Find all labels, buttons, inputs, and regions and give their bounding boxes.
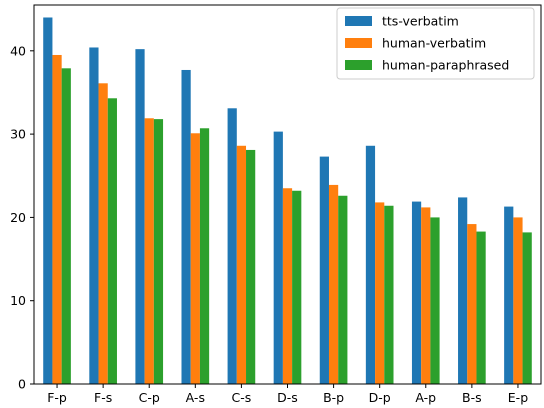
x-tick-label: E-p [508, 390, 528, 405]
bar-human-verbatim-A-s [191, 133, 200, 384]
legend: tts-verbatim human-verbatim human-paraphra… [337, 8, 534, 79]
y-tick-label: 30 [10, 127, 26, 142]
bar-tts-verbatim-C-s [228, 108, 237, 384]
bar-tts-verbatim-F-p [43, 17, 52, 384]
x-tick-label: B-s [462, 390, 482, 405]
bar-human-paraphrased-D-s [292, 191, 301, 384]
bar-human-verbatim-F-s [99, 83, 108, 384]
bar-tts-verbatim-E-p [504, 207, 513, 384]
bar-human-paraphrased-D-p [384, 206, 393, 384]
x-tick-label: D-s [277, 390, 298, 405]
legend-label-human-paraphrased: human-paraphrased [382, 58, 509, 73]
bar-human-verbatim-C-s [237, 146, 246, 384]
bar-human-verbatim-B-s [467, 224, 476, 384]
y-tick-label: 10 [10, 293, 26, 308]
y-tick-label: 0 [18, 377, 26, 392]
bar-tts-verbatim-C-p [135, 49, 144, 384]
bar-human-paraphrased-E-p [523, 232, 532, 384]
bar-tts-verbatim-D-p [366, 146, 375, 384]
x-tick-label: F-s [94, 390, 112, 405]
bar-human-paraphrased-F-p [62, 68, 71, 384]
bar-human-paraphrased-A-s [200, 128, 209, 384]
x-tick-label: A-s [186, 390, 205, 405]
bar-tts-verbatim-A-p [412, 202, 421, 384]
y-tick-label: 40 [10, 43, 26, 58]
bar-human-paraphrased-B-p [338, 196, 347, 384]
bar-human-paraphrased-B-s [476, 232, 485, 384]
bar-human-verbatim-E-p [513, 217, 522, 384]
bar-human-paraphrased-C-s [246, 150, 255, 384]
x-tick-label: C-s [232, 390, 252, 405]
x-tick-label: D-p [369, 390, 391, 405]
legend-swatch-tts-verbatim [345, 16, 372, 26]
bar-tts-verbatim-A-s [181, 70, 190, 384]
bar-tts-verbatim-D-s [274, 132, 283, 384]
x-tick-label: A-p [415, 390, 436, 405]
bar-human-verbatim-B-p [329, 185, 338, 384]
bar-tts-verbatim-F-s [89, 47, 98, 384]
x-tick-label: B-p [323, 390, 344, 405]
bar-tts-verbatim-B-s [458, 197, 467, 384]
x-tick-label: C-p [139, 390, 160, 405]
x-tick-label: F-p [47, 390, 67, 405]
legend-label-tts-verbatim: tts-verbatim [382, 14, 459, 29]
bar-tts-verbatim-B-p [320, 157, 329, 384]
bar-human-verbatim-D-s [283, 188, 292, 384]
bar-human-verbatim-A-p [421, 207, 430, 384]
legend-swatch-human-paraphrased [345, 60, 372, 70]
y-tick-label: 20 [10, 210, 26, 225]
bar-human-paraphrased-C-p [154, 119, 163, 384]
bar-human-verbatim-F-p [52, 55, 61, 384]
legend-swatch-human-verbatim [345, 38, 372, 48]
bar-human-verbatim-D-p [375, 202, 384, 384]
bar-human-paraphrased-F-s [108, 98, 117, 384]
legend-label-human-verbatim: human-verbatim [382, 36, 486, 51]
bar-human-verbatim-C-p [145, 118, 154, 384]
bar-human-paraphrased-A-p [430, 217, 439, 384]
